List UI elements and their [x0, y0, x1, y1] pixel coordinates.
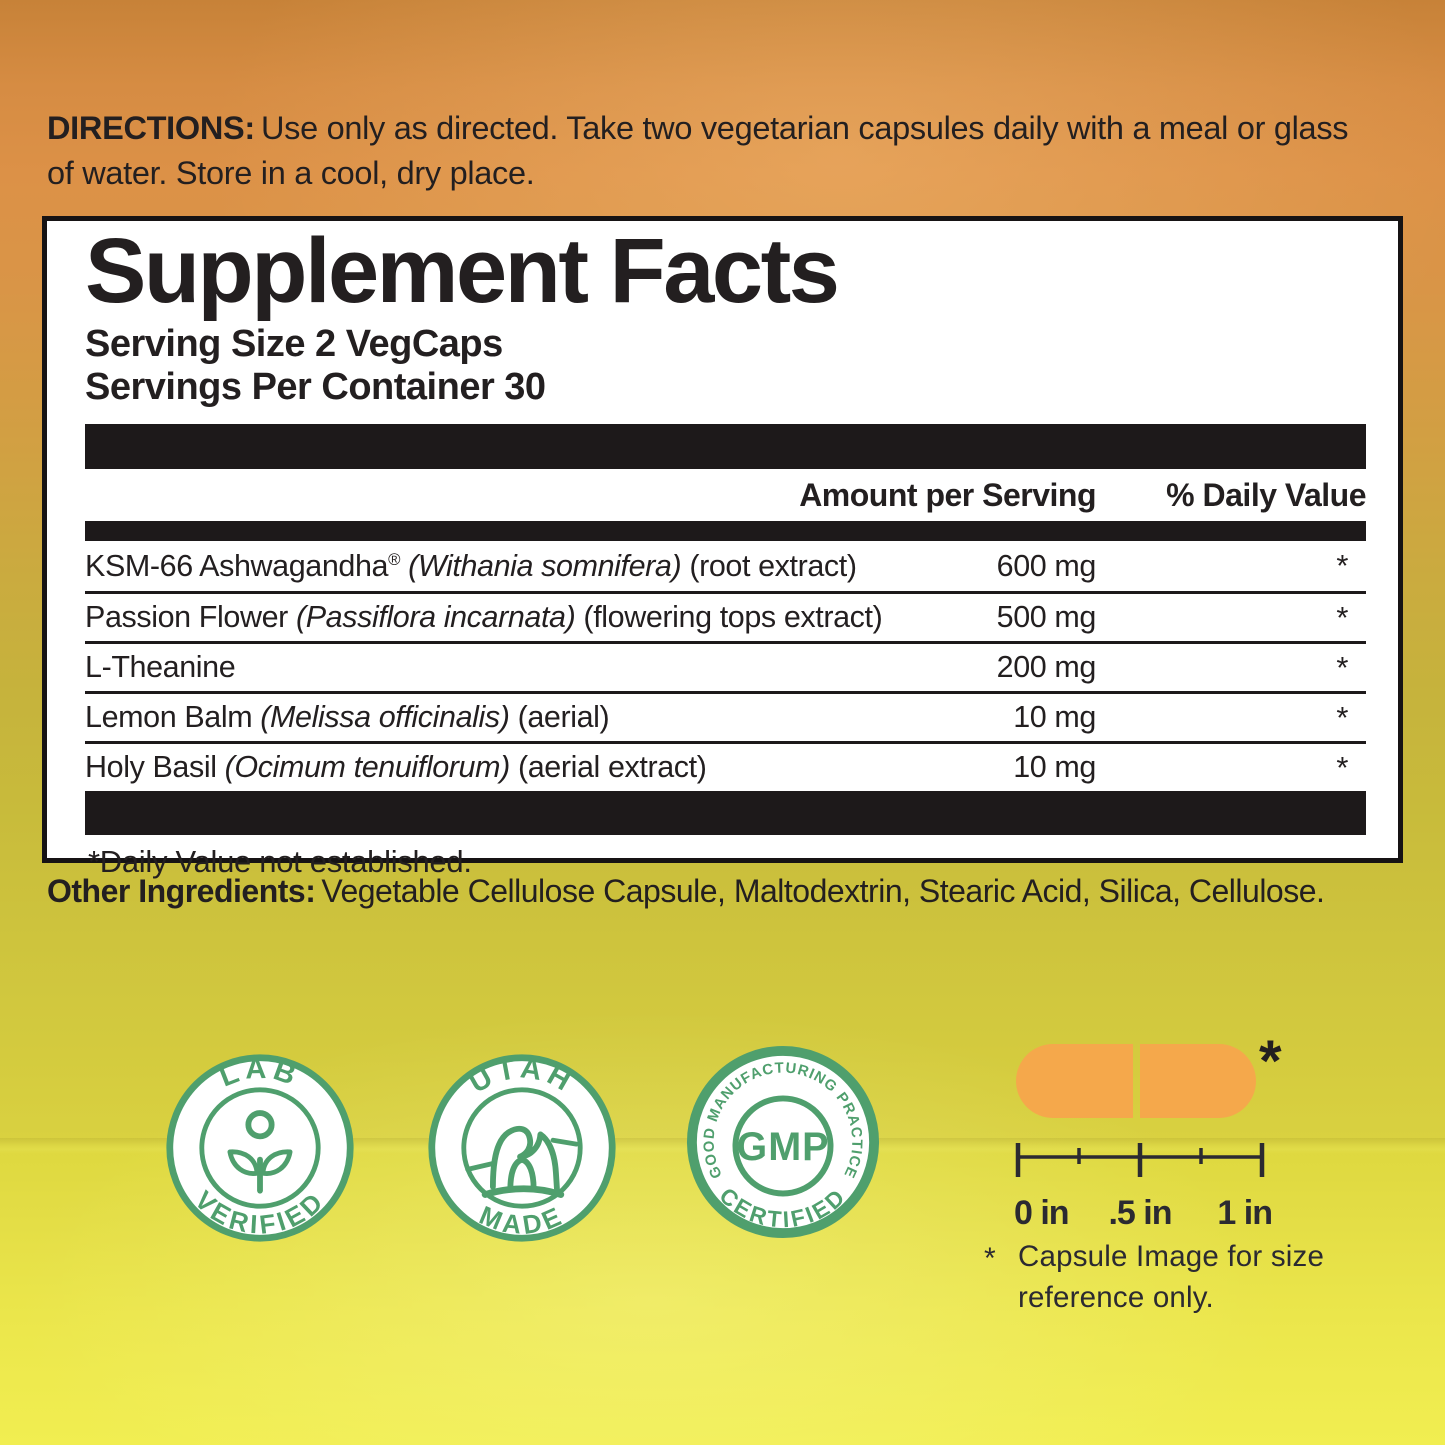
ruler-label-half-in: .5 in [1108, 1194, 1172, 1232]
ingredient-name: Passion Flower (Passiflora incarnata) (f… [85, 600, 883, 634]
ingredient-row: Holy Basil (Ocimum tenuiflorum) (aerial … [85, 741, 1366, 791]
other-ingredients-label: Other Ingredients: [47, 873, 316, 909]
header-amount-per-serving: Amount per Serving [799, 476, 1096, 513]
other-ingredients-text: Vegetable Cellulose Capsule, Maltodextri… [321, 873, 1325, 909]
ingredient-daily-value: * [1336, 649, 1348, 685]
ingredient-amount: 10 mg [1013, 700, 1096, 734]
divider-bar-bottom [85, 791, 1366, 835]
ingredient-daily-value: * [1336, 749, 1348, 785]
capsule-asterisk: * [1259, 1029, 1282, 1094]
divider-bar-header [85, 521, 1366, 541]
ruler-label-0in: 0 in [1014, 1194, 1070, 1232]
capsule-note-marker: * [984, 1242, 996, 1275]
utah-made-badge: UTAH MADE [428, 1052, 616, 1242]
other-ingredients: Other Ingredients: Vegetable Cellulose Ca… [47, 869, 1445, 913]
sprout-icon [227, 1110, 293, 1194]
daily-value-footnote: *Daily Value not established. [88, 844, 472, 879]
ingredient-amount: 600 mg [996, 548, 1097, 583]
servings-per-container: Servings Per Container 30 [85, 366, 546, 408]
ingredient-daily-value: * [1336, 548, 1348, 583]
capsule-note-text: Capsule Image for size reference only. [1018, 1240, 1325, 1314]
directions-line2: of water. Store in a cool, dry place. [47, 155, 535, 191]
directions-text: DIRECTIONS: Use only as directed. Take tw… [47, 106, 1445, 196]
directions-label: DIRECTIONS: [47, 110, 255, 146]
arch-icon [465, 1125, 579, 1198]
ingredient-amount: 200 mg [996, 650, 1097, 684]
ingredient-amount: 10 mg [1013, 750, 1096, 784]
ingredient-row: Passion Flower (Passiflora incarnata) (f… [85, 591, 1366, 641]
serving-size: Serving Size 2 VegCaps [85, 323, 503, 365]
ingredient-daily-value: * [1336, 699, 1348, 735]
directions-line1: Use only as directed. Take two vegetaria… [260, 110, 1349, 146]
lab-verified-badge: LAB VERIFIED [166, 1053, 354, 1242]
ingredient-name: KSM-66 Ashwagandha® (Withania somnifera)… [85, 548, 857, 583]
size-ruler [1015, 1143, 1265, 1177]
ruler-labels: 0 in .5 in 1 in [1006, 1194, 1274, 1233]
supplement-facts-panel: Supplement Facts Serving Size 2 VegCaps … [42, 216, 1403, 879]
ruler-label-1in: 1 in [1217, 1194, 1273, 1232]
capsule-left-half [1016, 1044, 1133, 1118]
ingredient-row: Lemon Balm (Melissa officinalis) (aerial… [85, 691, 1366, 741]
capsule-image [1016, 1044, 1256, 1118]
gmp-center-text: GMP [736, 1125, 829, 1169]
ingredient-name: Holy Basil (Ocimum tenuiflorum) (aerial … [85, 750, 707, 784]
ingredient-name: Lemon Balm (Melissa officinalis) (aerial… [85, 700, 610, 734]
ingredient-daily-value: * [1336, 599, 1348, 635]
header-daily-value: % Daily Value [1166, 476, 1366, 513]
capsule-right-half [1139, 1044, 1256, 1118]
ingredient-row: L-Theanine 200 mg * [85, 641, 1366, 691]
ingredient-name: L-Theanine [85, 650, 236, 684]
table-header: Amount per Serving % Daily Value [85, 469, 1366, 521]
ingredient-row: KSM-66 Ashwagandha® (Withania somnifera)… [85, 541, 1366, 591]
sf-rows: KSM-66 Ashwagandha® (Withania somnifera)… [85, 541, 1366, 791]
gmp-certified-badge: GMP GOOD MANUFACTURING PRACTICE CERTIFIE… [686, 1045, 880, 1239]
supplement-facts-title: Supplement Facts [85, 220, 840, 322]
capsule-note: * Capsule Image for size reference only. [984, 1236, 1324, 1318]
ingredient-amount: 500 mg [996, 600, 1097, 634]
divider-bar-top [85, 424, 1366, 469]
